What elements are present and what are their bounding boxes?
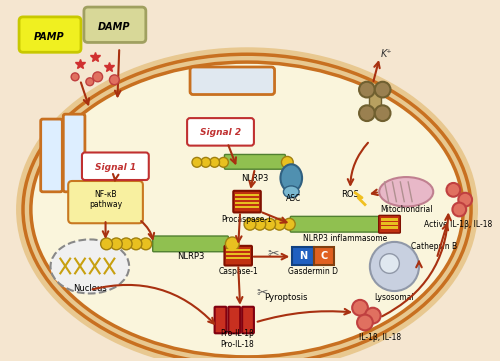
Text: Nucleus: Nucleus xyxy=(73,284,106,293)
FancyBboxPatch shape xyxy=(84,7,146,43)
Bar xyxy=(226,257,250,259)
FancyBboxPatch shape xyxy=(82,152,149,180)
Text: ASC: ASC xyxy=(286,194,301,203)
FancyBboxPatch shape xyxy=(214,307,226,333)
Circle shape xyxy=(93,72,102,82)
Text: ROS: ROS xyxy=(342,190,359,199)
Bar xyxy=(380,226,398,229)
Circle shape xyxy=(375,105,390,121)
Text: NLRP3: NLRP3 xyxy=(241,174,268,183)
FancyBboxPatch shape xyxy=(242,307,254,333)
FancyBboxPatch shape xyxy=(369,90,380,113)
Circle shape xyxy=(380,254,400,273)
Text: Cathepsin B: Cathepsin B xyxy=(410,242,457,251)
Circle shape xyxy=(201,157,210,167)
Text: Signal 1: Signal 1 xyxy=(95,163,136,172)
FancyBboxPatch shape xyxy=(64,114,85,192)
Text: DAMP: DAMP xyxy=(98,22,130,32)
Ellipse shape xyxy=(379,177,433,206)
Text: ✂: ✂ xyxy=(268,247,280,261)
Circle shape xyxy=(274,218,285,230)
Circle shape xyxy=(110,75,120,85)
Text: Signal 2: Signal 2 xyxy=(200,129,241,137)
Text: C: C xyxy=(320,251,328,261)
Text: Procaspase-1: Procaspase-1 xyxy=(222,215,272,224)
Text: NF-κB
pathway: NF-κB pathway xyxy=(89,190,122,209)
Bar xyxy=(235,202,259,204)
Circle shape xyxy=(86,78,94,86)
Circle shape xyxy=(140,238,151,250)
Circle shape xyxy=(282,156,293,168)
Circle shape xyxy=(446,183,460,197)
FancyBboxPatch shape xyxy=(314,247,334,265)
Text: Pyroptosis: Pyroptosis xyxy=(264,293,308,303)
Text: ✂: ✂ xyxy=(256,286,268,300)
Text: Lysosomal: Lysosomal xyxy=(374,293,414,303)
Ellipse shape xyxy=(50,239,129,293)
Ellipse shape xyxy=(31,62,463,357)
Text: Mitochondrial: Mitochondrial xyxy=(380,205,432,214)
Circle shape xyxy=(210,157,220,167)
Circle shape xyxy=(359,82,375,97)
FancyBboxPatch shape xyxy=(187,118,254,145)
FancyBboxPatch shape xyxy=(292,247,314,265)
Circle shape xyxy=(110,238,122,250)
Circle shape xyxy=(254,218,266,230)
FancyBboxPatch shape xyxy=(224,246,252,265)
Text: NLRP3 inflammasome: NLRP3 inflammasome xyxy=(303,234,388,243)
Circle shape xyxy=(264,218,276,230)
Text: NLRP3: NLRP3 xyxy=(178,252,204,261)
Circle shape xyxy=(71,73,79,81)
Text: Active IL-1β, IL-18: Active IL-1β, IL-18 xyxy=(424,220,492,229)
Bar xyxy=(226,249,250,251)
Circle shape xyxy=(357,315,373,330)
FancyBboxPatch shape xyxy=(234,191,261,212)
Circle shape xyxy=(359,105,375,121)
Bar xyxy=(235,205,259,208)
Text: Gasdermin D: Gasdermin D xyxy=(288,267,338,276)
Bar xyxy=(380,218,398,221)
FancyBboxPatch shape xyxy=(378,216,400,233)
Circle shape xyxy=(375,82,390,97)
Bar xyxy=(380,222,398,225)
Text: Pro-IL-1β
Pro-IL-18: Pro-IL-1β Pro-IL-18 xyxy=(220,330,254,349)
Circle shape xyxy=(226,237,239,251)
FancyBboxPatch shape xyxy=(152,236,228,252)
Circle shape xyxy=(192,157,202,167)
Text: N: N xyxy=(299,251,307,261)
Text: IL-1β, IL-18: IL-1β, IL-18 xyxy=(358,333,401,342)
Bar xyxy=(235,194,259,196)
FancyBboxPatch shape xyxy=(40,119,62,192)
Bar xyxy=(226,253,250,255)
Circle shape xyxy=(100,238,112,250)
Circle shape xyxy=(244,218,256,230)
Circle shape xyxy=(130,238,142,250)
Circle shape xyxy=(284,218,295,230)
Text: PAMP: PAMP xyxy=(34,31,65,42)
Circle shape xyxy=(218,157,228,167)
Circle shape xyxy=(458,193,472,206)
Ellipse shape xyxy=(280,164,302,192)
Circle shape xyxy=(365,308,380,323)
Ellipse shape xyxy=(284,186,299,198)
FancyBboxPatch shape xyxy=(68,181,143,223)
FancyBboxPatch shape xyxy=(190,67,274,95)
Circle shape xyxy=(452,203,466,216)
Circle shape xyxy=(370,242,419,291)
FancyBboxPatch shape xyxy=(224,155,286,169)
FancyBboxPatch shape xyxy=(19,17,81,52)
FancyBboxPatch shape xyxy=(290,216,380,232)
FancyBboxPatch shape xyxy=(228,307,240,333)
Circle shape xyxy=(352,300,368,316)
Text: Caspase-1: Caspase-1 xyxy=(218,267,258,276)
Circle shape xyxy=(120,238,132,250)
Bar xyxy=(235,198,259,200)
Text: K⁺: K⁺ xyxy=(381,49,392,59)
